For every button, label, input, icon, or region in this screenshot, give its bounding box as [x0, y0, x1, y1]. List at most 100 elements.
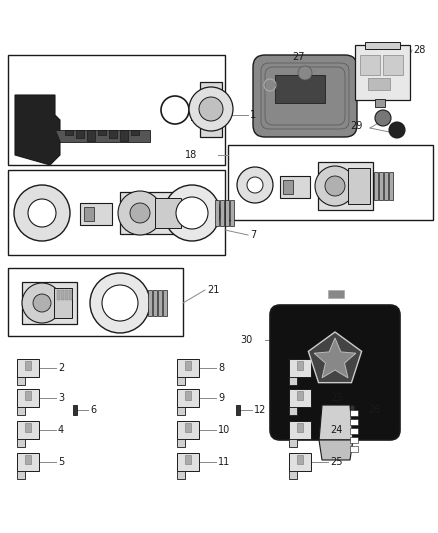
Circle shape — [389, 122, 405, 138]
Bar — [365, 42, 400, 49]
Text: 23: 23 — [330, 393, 343, 403]
Bar — [228, 145, 433, 220]
Bar — [289, 471, 297, 479]
Circle shape — [90, 273, 150, 333]
Bar — [350, 446, 358, 452]
Text: 9: 9 — [218, 393, 224, 403]
Bar — [131, 130, 139, 135]
Bar — [389, 172, 393, 200]
Bar — [185, 423, 191, 432]
Bar — [17, 421, 39, 439]
Circle shape — [14, 185, 70, 241]
Circle shape — [298, 66, 312, 80]
Bar — [25, 455, 31, 464]
Text: 25: 25 — [330, 457, 343, 467]
Bar — [25, 361, 31, 369]
Bar — [360, 55, 380, 75]
Bar — [17, 407, 25, 415]
Bar — [17, 389, 39, 407]
Bar — [109, 130, 117, 138]
Bar — [185, 391, 191, 400]
Bar — [350, 428, 358, 434]
Text: 28: 28 — [413, 45, 425, 55]
Bar — [163, 290, 167, 316]
FancyBboxPatch shape — [270, 305, 400, 440]
Circle shape — [164, 185, 220, 241]
Circle shape — [22, 283, 62, 323]
FancyBboxPatch shape — [253, 55, 357, 137]
Text: 5: 5 — [58, 457, 64, 467]
Bar — [379, 172, 383, 200]
Bar — [191, 115, 197, 120]
Bar — [283, 180, 293, 194]
Bar — [177, 421, 199, 439]
Circle shape — [33, 294, 51, 312]
Bar — [17, 453, 39, 471]
Text: 21: 21 — [207, 285, 219, 295]
Bar — [215, 200, 219, 226]
Circle shape — [199, 97, 223, 121]
Text: 8: 8 — [218, 363, 224, 373]
Bar — [155, 198, 181, 228]
Bar — [65, 130, 73, 135]
Bar — [25, 391, 31, 400]
Polygon shape — [55, 130, 150, 142]
Bar — [76, 130, 84, 138]
Bar — [84, 207, 94, 221]
Bar — [289, 421, 311, 439]
Bar — [17, 439, 25, 447]
Bar — [383, 55, 403, 75]
Bar — [177, 377, 185, 385]
Text: 7: 7 — [250, 230, 256, 240]
Polygon shape — [314, 338, 356, 378]
Bar — [297, 361, 303, 369]
Polygon shape — [319, 440, 353, 460]
Bar — [374, 172, 378, 200]
Text: 10: 10 — [218, 425, 230, 435]
Bar — [289, 407, 297, 415]
Circle shape — [28, 199, 56, 227]
Text: 27: 27 — [292, 52, 304, 62]
Text: 3: 3 — [58, 393, 64, 403]
Circle shape — [325, 176, 345, 196]
Circle shape — [176, 197, 208, 229]
Bar — [375, 99, 385, 107]
Bar — [225, 200, 229, 226]
Bar — [318, 162, 373, 210]
Bar — [177, 439, 185, 447]
Bar — [350, 437, 358, 443]
Text: 6: 6 — [90, 405, 96, 415]
Bar — [148, 290, 152, 316]
Bar — [289, 389, 311, 407]
Circle shape — [375, 110, 391, 126]
Text: 11: 11 — [218, 457, 230, 467]
Bar — [230, 200, 234, 226]
Bar — [177, 359, 199, 377]
Bar — [153, 290, 157, 316]
Bar — [177, 389, 199, 407]
Polygon shape — [319, 405, 353, 440]
Bar — [177, 471, 185, 479]
Polygon shape — [308, 332, 362, 383]
Text: 1: 1 — [250, 110, 256, 120]
Bar — [384, 172, 388, 200]
Bar — [350, 419, 358, 425]
Polygon shape — [15, 95, 60, 165]
Bar — [236, 405, 240, 415]
Bar — [8, 170, 225, 255]
Bar — [8, 268, 183, 336]
Bar — [200, 82, 222, 137]
Text: 26: 26 — [368, 405, 380, 415]
Bar — [368, 78, 390, 90]
Bar — [57, 290, 60, 300]
Text: 22: 22 — [330, 363, 343, 373]
Bar — [54, 288, 72, 318]
Bar — [289, 453, 311, 471]
Bar — [297, 391, 303, 400]
Bar — [289, 439, 297, 447]
Bar — [350, 410, 358, 416]
Bar — [69, 290, 72, 300]
Bar — [65, 290, 68, 300]
Bar — [191, 107, 197, 112]
Bar — [80, 203, 112, 225]
